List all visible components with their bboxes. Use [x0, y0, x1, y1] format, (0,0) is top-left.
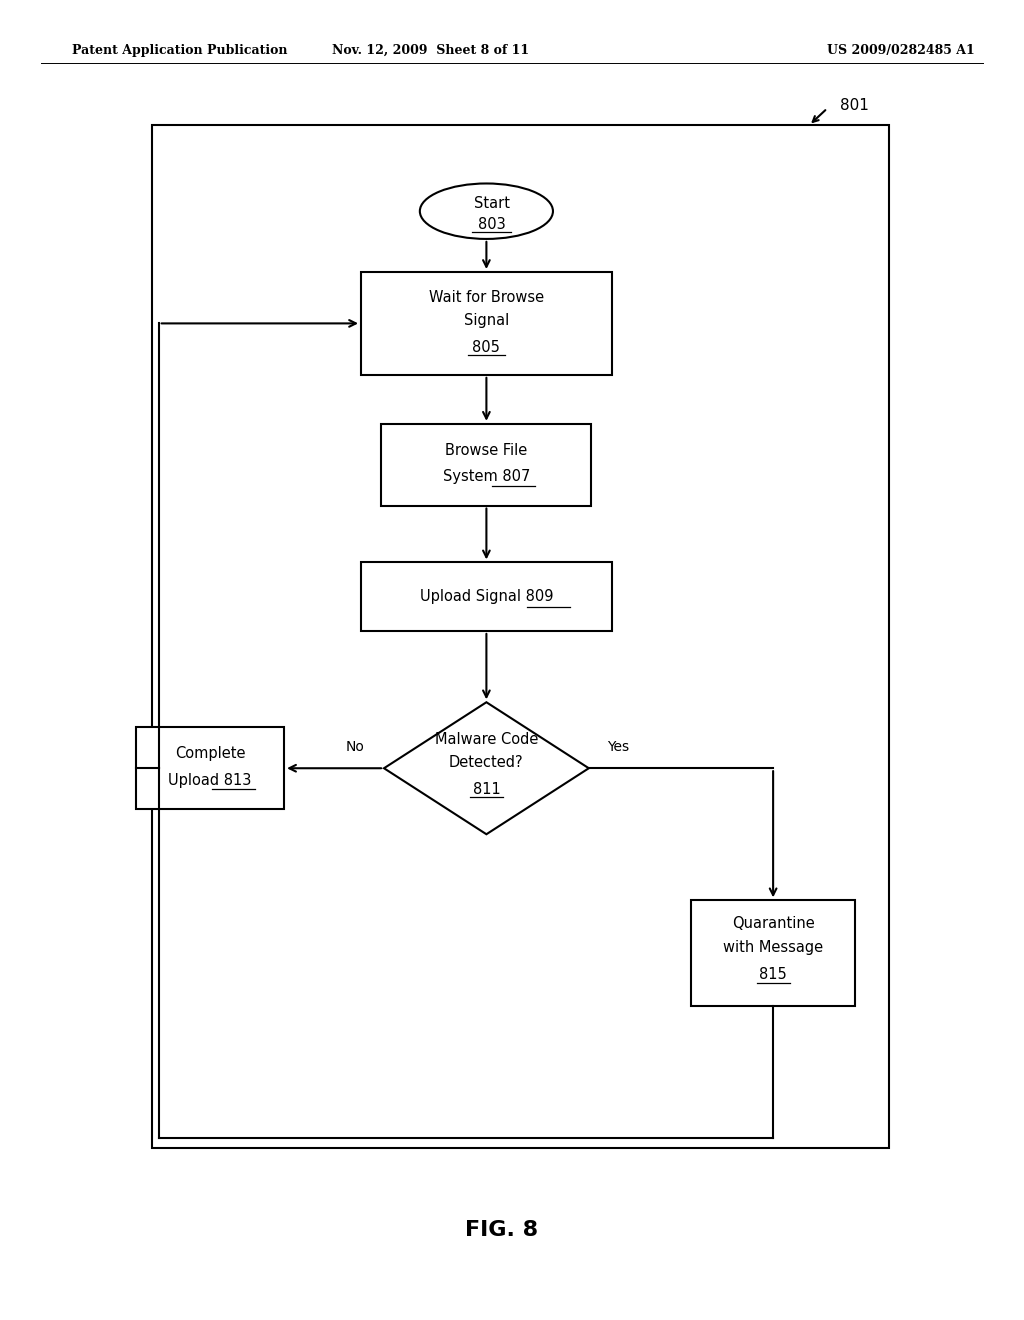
Ellipse shape	[420, 183, 553, 239]
Text: No: No	[346, 741, 365, 754]
Text: 805: 805	[472, 339, 501, 355]
Text: Upload Signal 809: Upload Signal 809	[420, 589, 553, 605]
Text: FIG. 8: FIG. 8	[465, 1220, 539, 1241]
Text: 811: 811	[472, 781, 501, 797]
Text: Upload 813: Upload 813	[168, 772, 252, 788]
Text: Detected?: Detected?	[450, 755, 523, 771]
FancyBboxPatch shape	[691, 900, 855, 1006]
FancyBboxPatch shape	[381, 424, 592, 506]
Text: 815: 815	[759, 966, 787, 982]
FancyBboxPatch shape	[360, 562, 611, 631]
Text: Patent Application Publication: Patent Application Publication	[72, 44, 287, 57]
Text: Wait for Browse: Wait for Browse	[429, 289, 544, 305]
Text: Yes: Yes	[607, 741, 630, 754]
Polygon shape	[384, 702, 589, 834]
Text: Start: Start	[473, 195, 510, 211]
Text: Quarantine: Quarantine	[732, 916, 814, 932]
Text: with Message: with Message	[723, 940, 823, 956]
Text: Malware Code: Malware Code	[435, 731, 538, 747]
FancyBboxPatch shape	[360, 272, 611, 375]
Text: Signal: Signal	[464, 313, 509, 329]
Text: Nov. 12, 2009  Sheet 8 of 11: Nov. 12, 2009 Sheet 8 of 11	[332, 44, 528, 57]
Text: System 807: System 807	[442, 469, 530, 484]
FancyBboxPatch shape	[135, 727, 284, 809]
Text: Complete: Complete	[175, 746, 245, 762]
Text: US 2009/0282485 A1: US 2009/0282485 A1	[827, 44, 975, 57]
Text: 801: 801	[840, 98, 868, 114]
Text: 803: 803	[477, 216, 506, 232]
Text: Browse File: Browse File	[445, 442, 527, 458]
